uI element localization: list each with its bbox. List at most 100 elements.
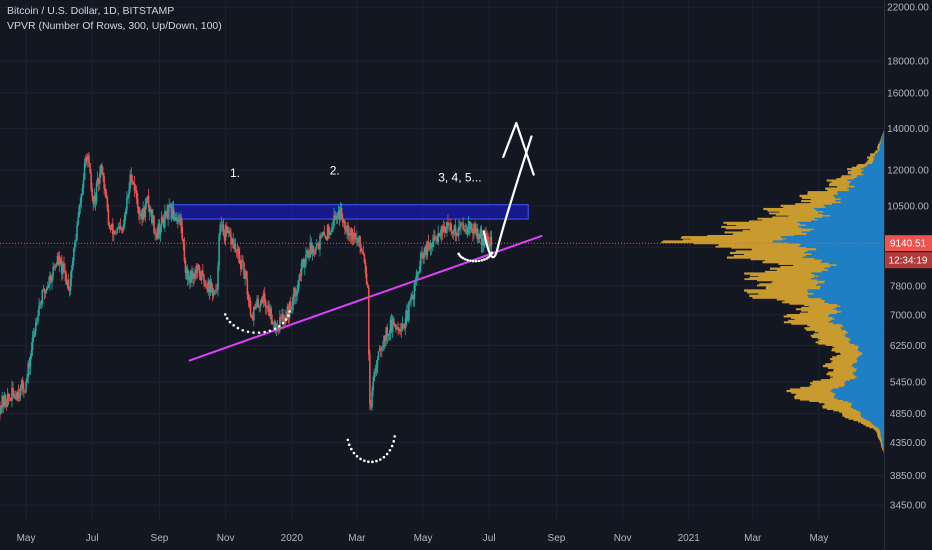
- candle-body: [373, 371, 376, 382]
- candle-body: [459, 226, 461, 228]
- vpvr-up-bar: [883, 131, 884, 135]
- symbol-title[interactable]: Bitcoin / U.S. Dollar, 1D, BITSTAMP: [7, 5, 175, 17]
- candle-body: [209, 282, 212, 293]
- candle-body: [248, 300, 251, 302]
- vpvr-down-bar: [827, 189, 850, 192]
- candle-body: [444, 230, 447, 233]
- cup-dots-1: [273, 327, 277, 331]
- candle-body: [203, 274, 205, 281]
- candle-body: [40, 303, 43, 304]
- candle-body: [460, 223, 462, 228]
- candle-body: [476, 228, 479, 240]
- vpvr-up-bar: [804, 251, 884, 255]
- candle-body: [395, 327, 397, 330]
- candle-body: [15, 395, 18, 400]
- vpvr-down-bar: [764, 259, 823, 262]
- vpvr-up-bar: [850, 405, 884, 408]
- vpvr-up-bar: [863, 173, 884, 176]
- vpvr-down-bar: [810, 334, 845, 337]
- candle-body: [490, 236, 493, 246]
- candle-body: [178, 217, 180, 223]
- candle-body: [439, 235, 442, 237]
- cup-dots-2: [382, 455, 386, 459]
- candle-body: [270, 308, 272, 320]
- candle-body: [293, 287, 295, 298]
- vpvr-down-bar: [809, 385, 844, 388]
- legend: Bitcoin / U.S. Dollar, 1D, BITSTAMP VPVR…: [7, 4, 222, 34]
- vpvr-up-bar: [816, 248, 884, 250]
- vpvr-down-bar: [851, 166, 864, 169]
- candle-body: [108, 225, 111, 229]
- vpvr-up-bar: [798, 245, 884, 248]
- vpvr-down-bar: [772, 216, 823, 219]
- candle-body: [157, 223, 160, 239]
- vpvr-up-bar: [853, 366, 884, 369]
- candle-body: [351, 228, 354, 240]
- vpvr-up-bar: [835, 393, 884, 396]
- candle-body: [330, 232, 332, 235]
- cup-dots-3: [485, 257, 488, 260]
- vpvr-down-bar: [751, 248, 817, 250]
- vpvr-down-bar: [873, 427, 879, 430]
- vpvr-down-bar: [748, 220, 812, 223]
- candle-body: [117, 228, 120, 230]
- cup-dots-2: [355, 455, 359, 458]
- vpvr-down-bar: [800, 386, 839, 390]
- vpvr-down-bar: [822, 364, 852, 368]
- y-tick-label: 7000.00: [890, 310, 927, 321]
- candle-body: [20, 380, 23, 386]
- vpvr-down-bar: [791, 391, 833, 394]
- vpvr-down-bar: [829, 374, 855, 377]
- vpvr-up-bar: [845, 333, 884, 336]
- y-tick-label: 10500.00: [887, 201, 929, 212]
- candle-body: [399, 330, 402, 332]
- vpvr-down-bar: [789, 302, 829, 305]
- candle-body: [44, 290, 47, 294]
- candle-body: [131, 180, 134, 183]
- x-tick-label: Jul: [86, 533, 99, 544]
- candle-body: [323, 232, 326, 236]
- candle-body: [262, 293, 265, 303]
- candle-body: [218, 235, 220, 267]
- vpvr-down-bar: [796, 393, 836, 396]
- candle-body: [69, 278, 72, 291]
- candle-body: [172, 207, 175, 220]
- vpvr-up-bar: [810, 278, 884, 281]
- candle-body: [296, 290, 298, 296]
- vpvr-down-bar: [786, 313, 830, 317]
- vpvr-down-bar: [793, 264, 837, 267]
- candles-layer: [0, 151, 493, 420]
- candle-body: [89, 163, 91, 174]
- candle-body: [317, 243, 319, 244]
- candle-body: [251, 317, 254, 321]
- indicator-title[interactable]: VPVR (Number Of Rows, 300, Up/Down, 100): [7, 20, 222, 32]
- vpvr-up-bar: [808, 291, 884, 294]
- candle-body: [285, 317, 288, 319]
- candle-body: [61, 262, 63, 275]
- vpvr-down-bar: [832, 180, 852, 184]
- candle-body: [398, 328, 400, 331]
- vpvr-up-bar: [851, 403, 884, 406]
- vpvr-up-bar: [822, 259, 884, 262]
- vpvr-up-bar: [873, 159, 884, 162]
- candle-body: [437, 233, 440, 243]
- vpvr-up-bar: [793, 234, 884, 237]
- vpvr-up-bar: [847, 179, 884, 182]
- candle-body: [447, 222, 449, 225]
- candle-body: [191, 270, 193, 280]
- candle-body: [239, 263, 242, 270]
- vpvr-up-bar: [832, 391, 884, 394]
- vpvr-down-bar: [825, 363, 854, 366]
- vpvr-up-bar: [822, 213, 884, 216]
- vpvr-down-bar: [775, 213, 823, 216]
- candle-body: [388, 333, 391, 336]
- y-tick-label: 12000.00: [887, 166, 929, 177]
- candle-body: [369, 354, 371, 405]
- candle-body: [487, 236, 489, 249]
- candle-body: [454, 225, 457, 234]
- candle-body: [257, 298, 259, 308]
- candle-body: [19, 385, 22, 397]
- candle-body: [58, 258, 61, 265]
- candle-body: [198, 266, 201, 277]
